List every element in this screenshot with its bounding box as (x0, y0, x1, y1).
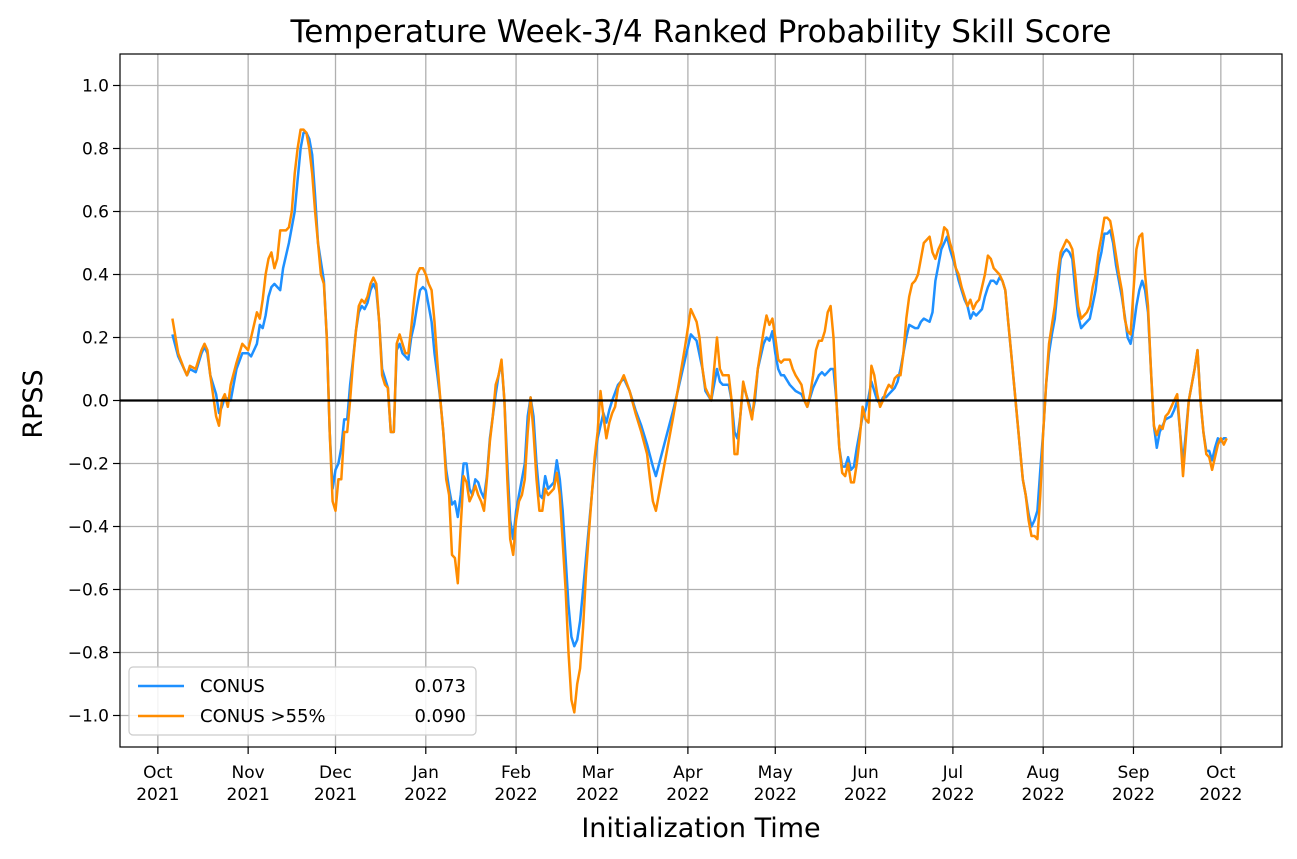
x-tick-label-month: Jan (412, 763, 439, 783)
x-tick-label-month: Mar (582, 763, 614, 783)
x-tick-label-year: 2022 (1112, 785, 1155, 805)
y-tick-label: −0.2 (68, 455, 109, 475)
legend: CONUS 0.073 CONUS >55% 0.090 (128, 666, 477, 736)
x-tick-label-year: 2022 (404, 785, 447, 805)
x-tick-label-year: 2022 (844, 785, 887, 805)
x-tick-label-month: Feb (501, 763, 531, 783)
x-tick-label-month: Nov (232, 763, 265, 783)
y-gridlines (120, 84, 1282, 717)
x-tick-label-year: 2022 (576, 785, 619, 805)
legend-value-conus-55: 0.090 (414, 706, 466, 727)
legend-value-conus: 0.073 (414, 676, 466, 697)
x-tick-label-month: Apr (673, 763, 702, 783)
y-tick-label: 0.6 (82, 203, 109, 223)
y-tick-label: −1.0 (68, 707, 109, 727)
x-tick-label-year: 2022 (494, 785, 537, 805)
y-tick-label: 1.0 (82, 77, 109, 97)
x-axis-title: Initialization Time (581, 813, 820, 844)
x-axis-ticks: Oct2021Nov2021Dec2021Jan2022Feb2022Mar20… (136, 747, 1242, 805)
x-tick-label-year: 2021 (314, 785, 357, 805)
legend-label-conus-55: CONUS >55% (200, 706, 326, 727)
y-tick-label: 0.4 (82, 266, 109, 286)
y-axis-title: RPSS (18, 369, 49, 438)
x-tick-label-year: 2021 (136, 785, 179, 805)
x-tick-label-month: Oct (143, 763, 173, 783)
x-tick-label-year: 2022 (754, 785, 797, 805)
legend-label-conus: CONUS (200, 676, 265, 697)
legend-box (128, 666, 477, 736)
chart-title: Temperature Week-3/4 Ranked Probability … (290, 14, 1112, 50)
x-tick-label-year: 2022 (666, 785, 709, 805)
y-tick-label: −0.4 (68, 518, 109, 538)
x-tick-label-month: Oct (1206, 763, 1236, 783)
x-tick-label-year: 2022 (931, 785, 974, 805)
series-line-conus-55 (171, 128, 1228, 714)
y-axis-ticks: −1.0 −0.8 −0.6 −0.4 −0.2 0.0 0.2 0.4 0.6 0.8 1.0 (68, 77, 120, 727)
x-tick-label-year: 2022 (1022, 785, 1065, 805)
y-tick-label: −0.6 (68, 581, 109, 601)
x-tick-label-month: Dec (319, 763, 352, 783)
x-tick-label-year: 2021 (227, 785, 270, 805)
x-tick-label-month: Jul (942, 763, 964, 783)
x-tick-label-month: Aug (1027, 763, 1060, 783)
y-tick-label: 0.2 (82, 329, 109, 349)
x-tick-label-month: May (758, 763, 793, 783)
y-tick-label: 0.8 (82, 140, 109, 160)
y-tick-label: −0.8 (68, 644, 109, 664)
x-tick-label-year: 2022 (1199, 785, 1242, 805)
y-tick-label: 0.0 (82, 392, 109, 412)
x-tick-label-month: Jun (851, 763, 879, 783)
x-tick-label-month: Sep (1117, 763, 1149, 783)
series-layer (171, 128, 1228, 714)
